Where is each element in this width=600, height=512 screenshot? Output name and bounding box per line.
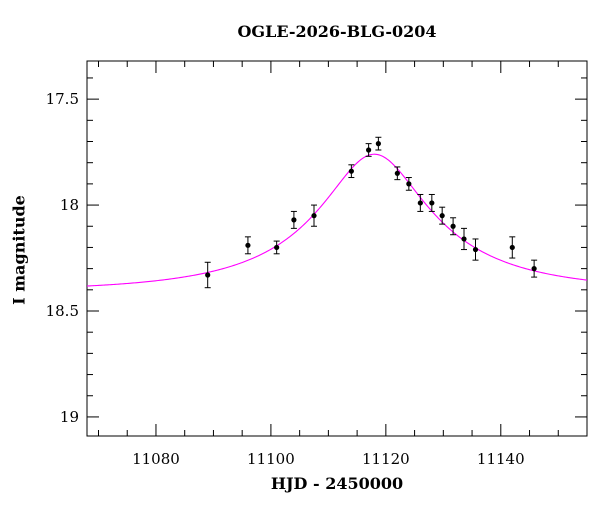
model-curve <box>86 153 588 287</box>
data-point <box>472 238 479 261</box>
y-axis-label: I magnitude <box>9 195 29 305</box>
data-marker <box>291 217 297 223</box>
model-curve-layer <box>86 153 588 287</box>
tick-labels-layer: 11080 11100 11120 11140 17.5 18 18.5 19 <box>46 90 525 468</box>
chart-title: OGLE-2026-BLG-0204 <box>237 22 437 41</box>
data-point <box>405 177 412 191</box>
data-point <box>450 217 457 236</box>
y-tick-label: 18.5 <box>46 302 79 320</box>
data-marker <box>406 181 412 187</box>
data-marker <box>205 272 211 278</box>
data-marker <box>429 200 435 206</box>
data-marker <box>439 213 445 219</box>
x-tick-label: 11140 <box>477 450 525 468</box>
plot-frame <box>86 60 588 437</box>
y-tick-label: 17.5 <box>46 90 79 108</box>
data-point <box>375 136 382 151</box>
data-point <box>365 143 372 157</box>
data-marker <box>472 246 479 253</box>
data-point <box>273 240 280 255</box>
data-point <box>394 166 401 181</box>
data-point <box>311 204 318 227</box>
x-axis-label: HJD - 2450000 <box>270 474 404 493</box>
data-marker <box>311 213 317 219</box>
data-point <box>417 193 424 212</box>
data-point <box>531 259 538 278</box>
data-marker <box>375 141 381 147</box>
data-point <box>348 164 355 179</box>
y-tick-label: 18 <box>60 196 79 214</box>
data-marker <box>417 200 423 206</box>
data-marker <box>274 244 280 251</box>
data-marker <box>461 236 467 242</box>
x-tick-label: 11100 <box>247 450 295 468</box>
data-marker <box>366 147 372 153</box>
data-marker <box>245 242 251 248</box>
data-marker <box>531 266 537 272</box>
data-point <box>290 210 297 229</box>
data-marker <box>394 170 400 176</box>
data-marker <box>509 244 515 251</box>
data-marker <box>348 168 354 174</box>
data-point <box>461 227 468 251</box>
data-point <box>428 193 435 212</box>
axis-ticks <box>87 61 588 436</box>
x-tick-label: 11080 <box>132 450 180 468</box>
data-point <box>244 236 251 255</box>
data-point <box>509 236 516 259</box>
y-tick-label: 19 <box>60 408 79 426</box>
data-point <box>439 206 446 225</box>
data-points-layer <box>204 136 538 289</box>
data-marker <box>450 223 456 229</box>
data-point <box>204 261 211 289</box>
x-tick-label: 11120 <box>362 450 410 468</box>
